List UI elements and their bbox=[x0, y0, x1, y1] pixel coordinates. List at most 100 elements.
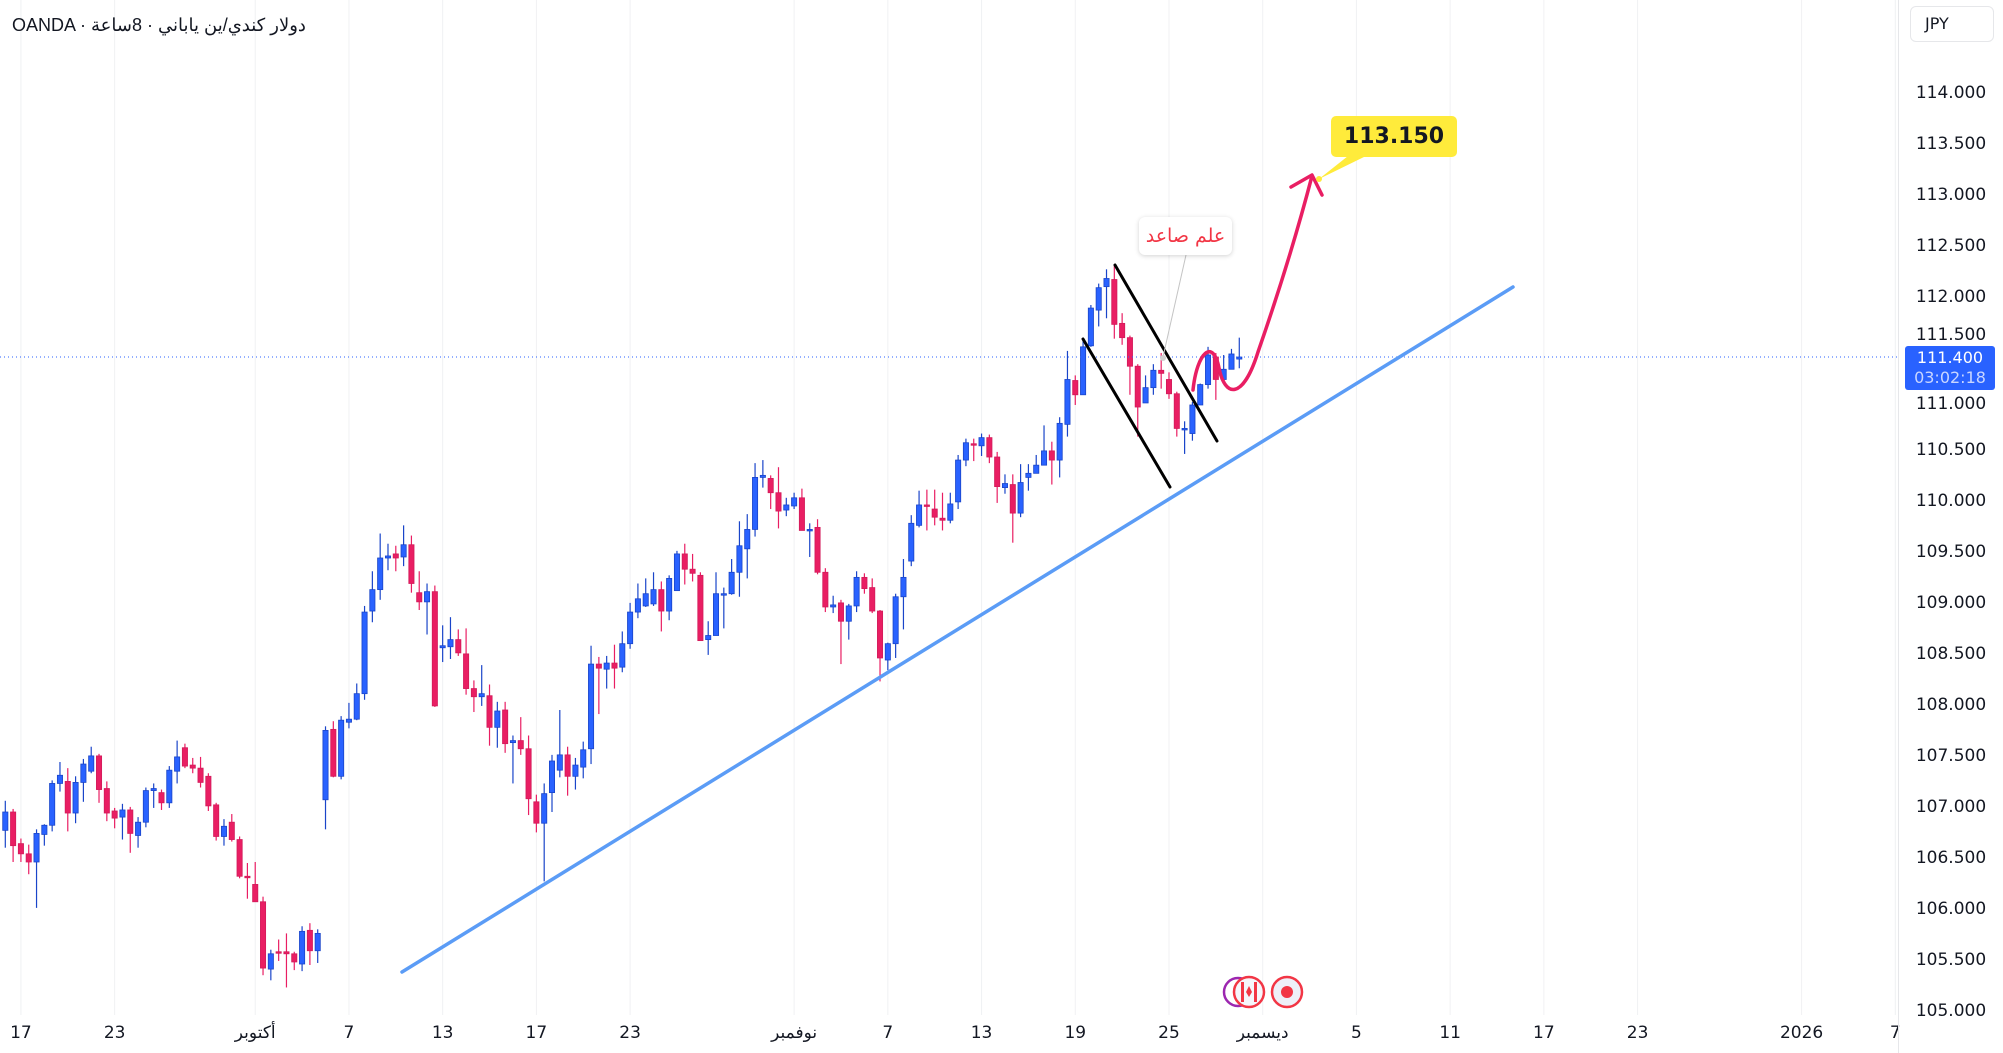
candle-down bbox=[213, 802, 220, 841]
candle-up bbox=[962, 438, 969, 467]
flag-lower-line[interactable] bbox=[1081, 337, 1172, 489]
japan-flag-icon[interactable] bbox=[1270, 975, 1304, 1009]
candle-body bbox=[275, 951, 282, 954]
candle-up bbox=[299, 926, 306, 972]
price-tick-label: 110.000 bbox=[1916, 491, 1986, 511]
candle-up bbox=[556, 709, 563, 778]
candle-down bbox=[595, 656, 602, 715]
candle-body bbox=[1001, 483, 1008, 489]
candle-up bbox=[424, 583, 431, 635]
candle-down bbox=[1009, 474, 1016, 543]
projection-arrow[interactable] bbox=[1191, 174, 1314, 392]
candle-body bbox=[1103, 278, 1110, 288]
candle-body bbox=[658, 589, 665, 612]
currency-button[interactable]: JPY bbox=[1910, 6, 1994, 42]
candle-body bbox=[502, 709, 509, 745]
candle-down bbox=[517, 717, 524, 755]
candle-body bbox=[127, 809, 134, 834]
callout-pointer-line bbox=[1162, 254, 1187, 358]
candle-body bbox=[884, 643, 891, 661]
candle-body bbox=[1189, 404, 1196, 434]
candle-down bbox=[939, 492, 946, 531]
candle-body bbox=[556, 754, 563, 771]
last-price-value: 111.400 bbox=[1916, 348, 1984, 367]
candle-body bbox=[1205, 354, 1212, 385]
price-axis[interactable]: 114.000 113.500 113.000 112.500 112.000 111.5… bbox=[1916, 83, 1986, 1021]
candle-body bbox=[752, 477, 759, 530]
candle-body bbox=[10, 811, 17, 847]
candle-down bbox=[260, 896, 267, 976]
candle-body bbox=[994, 456, 1001, 487]
time-tick-label: 13 bbox=[432, 1023, 454, 1043]
time-tick-label: 23 bbox=[104, 1023, 126, 1043]
candle-body bbox=[392, 553, 399, 559]
candle-body bbox=[549, 760, 556, 794]
candle-up bbox=[267, 949, 274, 981]
candle-body bbox=[494, 710, 501, 728]
candle-up bbox=[56, 762, 63, 792]
candle-body bbox=[720, 593, 727, 596]
candle-down bbox=[283, 933, 290, 988]
candle-up bbox=[1103, 269, 1110, 319]
candle-down bbox=[111, 807, 118, 829]
candle-countdown: 03:02:18 bbox=[1914, 368, 1986, 387]
time-tick-label: 23 bbox=[619, 1023, 641, 1043]
time-tick-label: 23 bbox=[1627, 1023, 1649, 1043]
flag-upper-line[interactable] bbox=[1113, 263, 1219, 443]
candle-down bbox=[1134, 364, 1141, 437]
candle-up bbox=[1056, 417, 1063, 478]
price-tick-label: 112.000 bbox=[1916, 287, 1986, 307]
candle-up bbox=[580, 741, 587, 779]
candle-body bbox=[416, 592, 423, 603]
candle-body bbox=[877, 610, 884, 659]
event-markers[interactable] bbox=[1222, 975, 1304, 1009]
candle-up bbox=[791, 492, 798, 510]
candle-body bbox=[1173, 393, 1180, 429]
candle-body bbox=[424, 591, 431, 603]
price-tick-label: 107.500 bbox=[1916, 746, 1986, 766]
candle-down bbox=[306, 923, 313, 966]
candle-down bbox=[1126, 335, 1133, 395]
candle-up bbox=[978, 433, 985, 456]
candle-body bbox=[619, 643, 626, 668]
candle-up bbox=[353, 683, 360, 721]
candle-up bbox=[720, 587, 727, 629]
price-axis-separator bbox=[1898, 0, 1899, 1053]
candle-up bbox=[345, 702, 352, 729]
candle-up bbox=[1095, 283, 1102, 327]
canada-flag-icon[interactable] bbox=[1232, 975, 1266, 1009]
candle-body bbox=[970, 443, 977, 446]
candle-up bbox=[41, 824, 48, 846]
trendline[interactable] bbox=[400, 285, 1515, 974]
candle-up bbox=[947, 492, 954, 524]
time-tick-label: 25 bbox=[1158, 1023, 1180, 1043]
candle-body bbox=[205, 775, 212, 807]
candle-body bbox=[470, 688, 477, 698]
candle-body bbox=[642, 593, 649, 607]
candle-down bbox=[189, 757, 196, 774]
candle-body bbox=[892, 596, 899, 645]
candle-body bbox=[486, 695, 493, 728]
candle-body bbox=[260, 901, 267, 969]
candle-down bbox=[408, 535, 415, 593]
candle-body bbox=[697, 574, 704, 642]
arrow-head-icon bbox=[1289, 173, 1324, 197]
price-tick-label: 110.500 bbox=[1916, 440, 1986, 460]
target-price-label[interactable]: 113.150 bbox=[1331, 116, 1457, 157]
bull-flag-callout[interactable]: علم صاعد bbox=[1139, 217, 1232, 255]
candle-down bbox=[931, 489, 938, 526]
candle-up bbox=[1236, 337, 1243, 369]
candle-body bbox=[713, 593, 720, 636]
candle-up bbox=[908, 515, 915, 567]
candle-up bbox=[80, 758, 87, 802]
candle-up bbox=[338, 716, 345, 780]
candle-body bbox=[41, 824, 48, 835]
candle-up bbox=[494, 701, 501, 748]
time-axis[interactable]: 17 23 أكتوبر 7 13 17 23 نوفمبر 7 13 19 25 ديسمبر 5 11 1… bbox=[0, 1015, 1901, 1053]
time-tick-label: أكتوبر bbox=[234, 1021, 276, 1043]
candle-up bbox=[322, 726, 329, 830]
candle-up bbox=[478, 665, 485, 706]
candle-down bbox=[96, 753, 103, 803]
candle-down bbox=[502, 701, 509, 753]
